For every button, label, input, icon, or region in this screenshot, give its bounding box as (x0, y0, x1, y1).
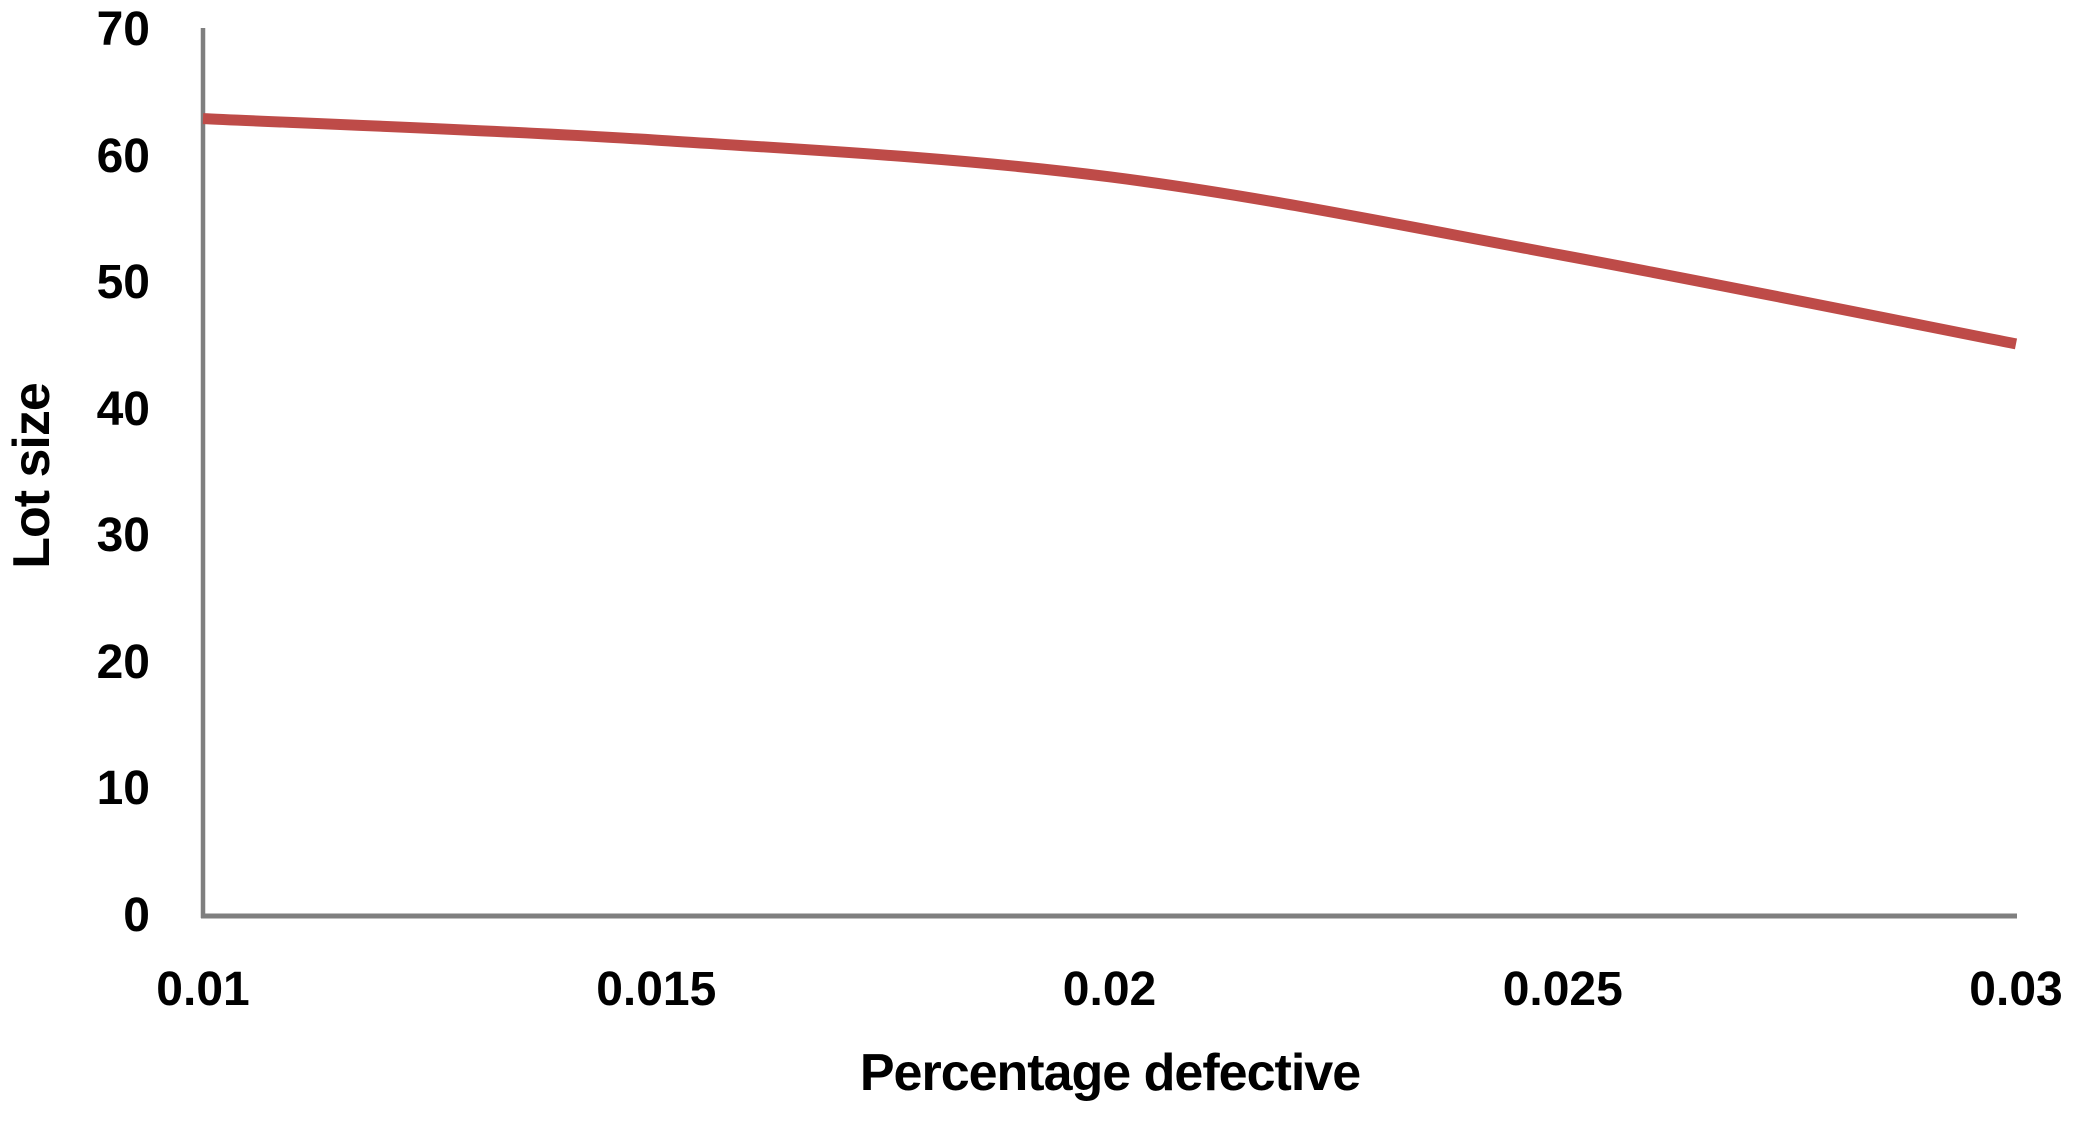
y-tick-label: 40 (96, 382, 150, 436)
series-line (202, 113, 2018, 350)
y-tick-label: 60 (96, 129, 150, 183)
x-axis-title: Percentage defective (859, 1044, 1361, 1102)
y-tick-label: 0 (123, 889, 150, 942)
x-tick-label: 0.03 (1969, 963, 2063, 1016)
y-tick-label: 50 (96, 256, 150, 310)
y-tick-label: 70 (96, 3, 150, 56)
x-tick-label: 0.01 (156, 963, 250, 1016)
x-tick-label: 0.02 (1062, 963, 1157, 1016)
x-tick-label: 0.025 (1502, 963, 1623, 1016)
y-tick-label: 10 (96, 762, 150, 816)
y-tick-label: 20 (96, 635, 150, 689)
y-tick-label: 30 (96, 509, 150, 563)
y-axis-title: Lot size (3, 383, 61, 569)
x-tick-label: 0.015 (596, 963, 717, 1016)
